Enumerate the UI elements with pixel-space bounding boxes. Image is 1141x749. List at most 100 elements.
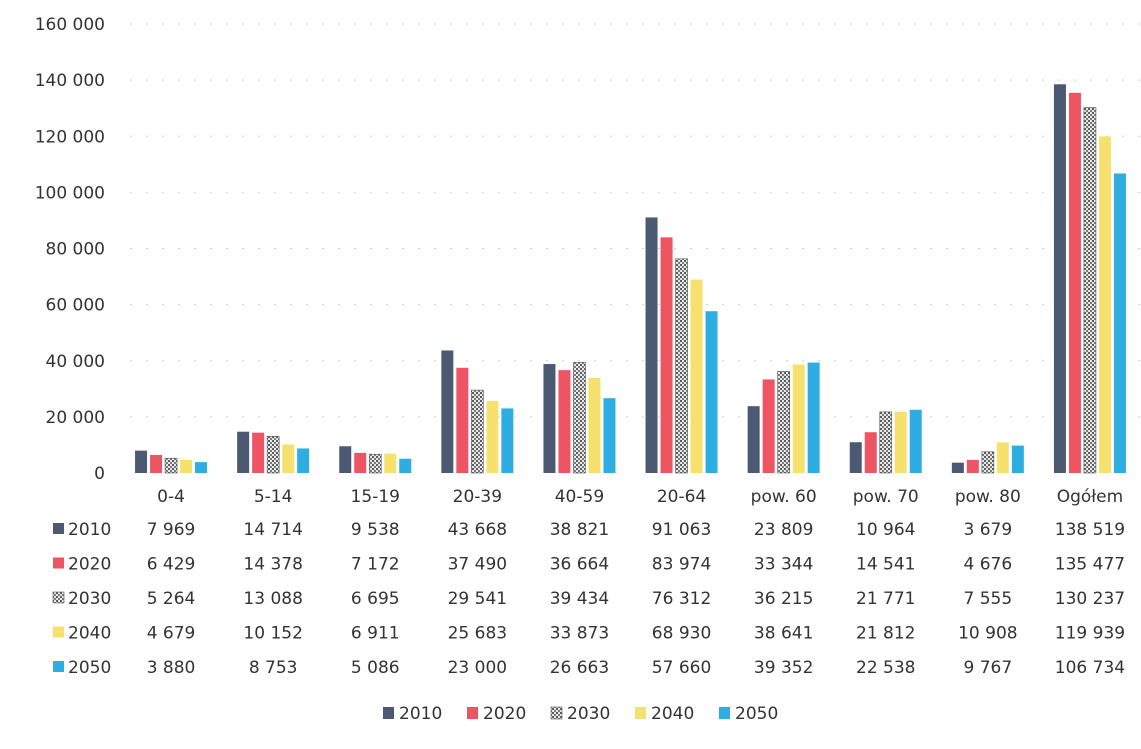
legend-key-2050 <box>719 707 730 719</box>
table-cell: 26 663 <box>550 658 609 678</box>
bar-2020-5-14 <box>252 432 265 473</box>
table-cell: 23 000 <box>448 658 507 678</box>
bar-2020-15-19 <box>354 452 367 473</box>
bar-2010-og-em <box>1053 84 1066 473</box>
table-cell: 23 809 <box>754 520 813 540</box>
x-category-label: 20-64 <box>657 487 706 507</box>
table-row-label: 2020 <box>68 555 111 575</box>
bar-2050-20-64 <box>705 311 718 473</box>
x-category-label: Ogółem <box>1057 487 1123 507</box>
table-cell: 14 714 <box>243 520 302 540</box>
bar-2010-40-59 <box>543 364 556 473</box>
table-cell: 37 490 <box>448 555 507 575</box>
bar-2030-og-em <box>1083 107 1097 474</box>
bar-2020-20-39 <box>456 367 469 473</box>
bar-2040-5-14 <box>282 444 295 473</box>
table-cell: 6 695 <box>351 589 400 609</box>
table-cell: 91 063 <box>652 520 711 540</box>
table-row-label: 2010 <box>68 520 111 540</box>
table-cell: 106 734 <box>1055 658 1125 678</box>
bar-2040-pow-60 <box>792 364 805 473</box>
bar-2010-pow-80 <box>951 462 964 473</box>
table-cell: 29 541 <box>448 589 507 609</box>
table-cell: 43 668 <box>448 520 507 540</box>
y-tick-label: 100 000 <box>35 183 105 203</box>
bar-2050-40-59 <box>603 398 616 473</box>
table-cell: 83 974 <box>652 555 711 575</box>
bar-2040-20-64 <box>690 279 703 473</box>
bar-2040-pow-80 <box>996 442 1009 473</box>
legend-label: 2020 <box>483 704 526 724</box>
bar-2010-5-14 <box>237 431 250 473</box>
bar-2010-20-64 <box>645 217 658 473</box>
bar-2050-pow-80 <box>1011 445 1024 473</box>
table-cell: 6 911 <box>351 624 400 644</box>
bar-2050-0-4 <box>195 462 208 473</box>
table-row-label: 2040 <box>68 624 111 644</box>
bar-2050-5-14 <box>297 448 310 473</box>
bar-2030-0-4 <box>164 457 178 474</box>
y-tick-label: 160 000 <box>35 15 105 35</box>
x-category-label: 0-4 <box>157 487 185 507</box>
table-cell: 14 378 <box>243 555 302 575</box>
table-cell: 6 429 <box>147 555 196 575</box>
table-cell: 138 519 <box>1055 520 1125 540</box>
y-tick-label: 0 <box>94 464 105 484</box>
y-tick-label: 20 000 <box>46 408 105 428</box>
table-cell: 21 812 <box>856 624 915 644</box>
x-category-label: pow. 70 <box>853 487 919 507</box>
table-cell: 38 641 <box>754 624 813 644</box>
table-cell: 21 771 <box>856 589 915 609</box>
bar-2040-0-4 <box>180 459 193 473</box>
bar-2010-pow-70 <box>849 442 862 473</box>
table-cell: 25 683 <box>448 624 507 644</box>
table-cell: 5 086 <box>351 658 400 678</box>
y-tick-label: 120 000 <box>35 127 105 147</box>
table-cell: 7 172 <box>351 555 400 575</box>
table-row-label: 2050 <box>68 658 111 678</box>
bar-2040-40-59 <box>588 377 601 473</box>
table-cell: 39 434 <box>550 589 609 609</box>
table-cell: 7 555 <box>964 589 1013 609</box>
table-cell: 3 880 <box>147 658 196 678</box>
bar-2030-pow-70 <box>879 411 893 474</box>
bar-2020-0-4 <box>150 454 163 473</box>
legend-key-2030 <box>550 706 563 720</box>
bar-2050-pow-70 <box>909 409 922 473</box>
bar-2050-og-em <box>1113 173 1126 473</box>
x-category-label: 15-19 <box>351 487 400 507</box>
table-legend-key-2050 <box>53 661 64 672</box>
y-tick-label: 40 000 <box>46 352 105 372</box>
bar-2050-pow-60 <box>807 362 820 473</box>
bars <box>135 84 1126 474</box>
bar-2040-pow-70 <box>894 411 907 473</box>
table-cell: 76 312 <box>652 589 711 609</box>
bar-2030-40-59 <box>573 362 586 474</box>
table-legend-key-2010 <box>53 523 64 534</box>
x-category-label: 5-14 <box>254 487 293 507</box>
x-category-label: pow. 80 <box>955 487 1021 507</box>
gridlines <box>130 23 1141 418</box>
y-tick-label: 60 000 <box>46 296 105 316</box>
table-cell: 10 152 <box>243 624 302 644</box>
table-cell: 33 344 <box>754 555 813 575</box>
table-cell: 4 676 <box>964 555 1013 575</box>
bar-2040-og-em <box>1098 136 1111 473</box>
table-cell: 36 215 <box>754 589 813 609</box>
bar-2040-20-39 <box>486 400 499 473</box>
legend-label: 2010 <box>399 704 442 724</box>
table-cell: 10 964 <box>856 520 915 540</box>
data-table: 2010 7 969 14 714 9 538 43 668 38 821 91 063 23… <box>52 520 1125 678</box>
table-cell: 4 679 <box>147 624 196 644</box>
bar-2020-pow-70 <box>864 432 877 473</box>
bar-2050-20-39 <box>501 408 514 473</box>
table-legend-key-2040 <box>53 626 64 638</box>
legend-label: 2040 <box>651 704 694 724</box>
legend-key-2040 <box>635 707 646 719</box>
table-cell: 9 538 <box>351 520 400 540</box>
bar-2030-5-14 <box>266 435 280 474</box>
bar-2020-pow-60 <box>762 379 775 473</box>
table-cell: 5 264 <box>147 589 196 609</box>
table-cell: 57 660 <box>652 658 711 678</box>
y-tick-label: 140 000 <box>35 71 105 91</box>
